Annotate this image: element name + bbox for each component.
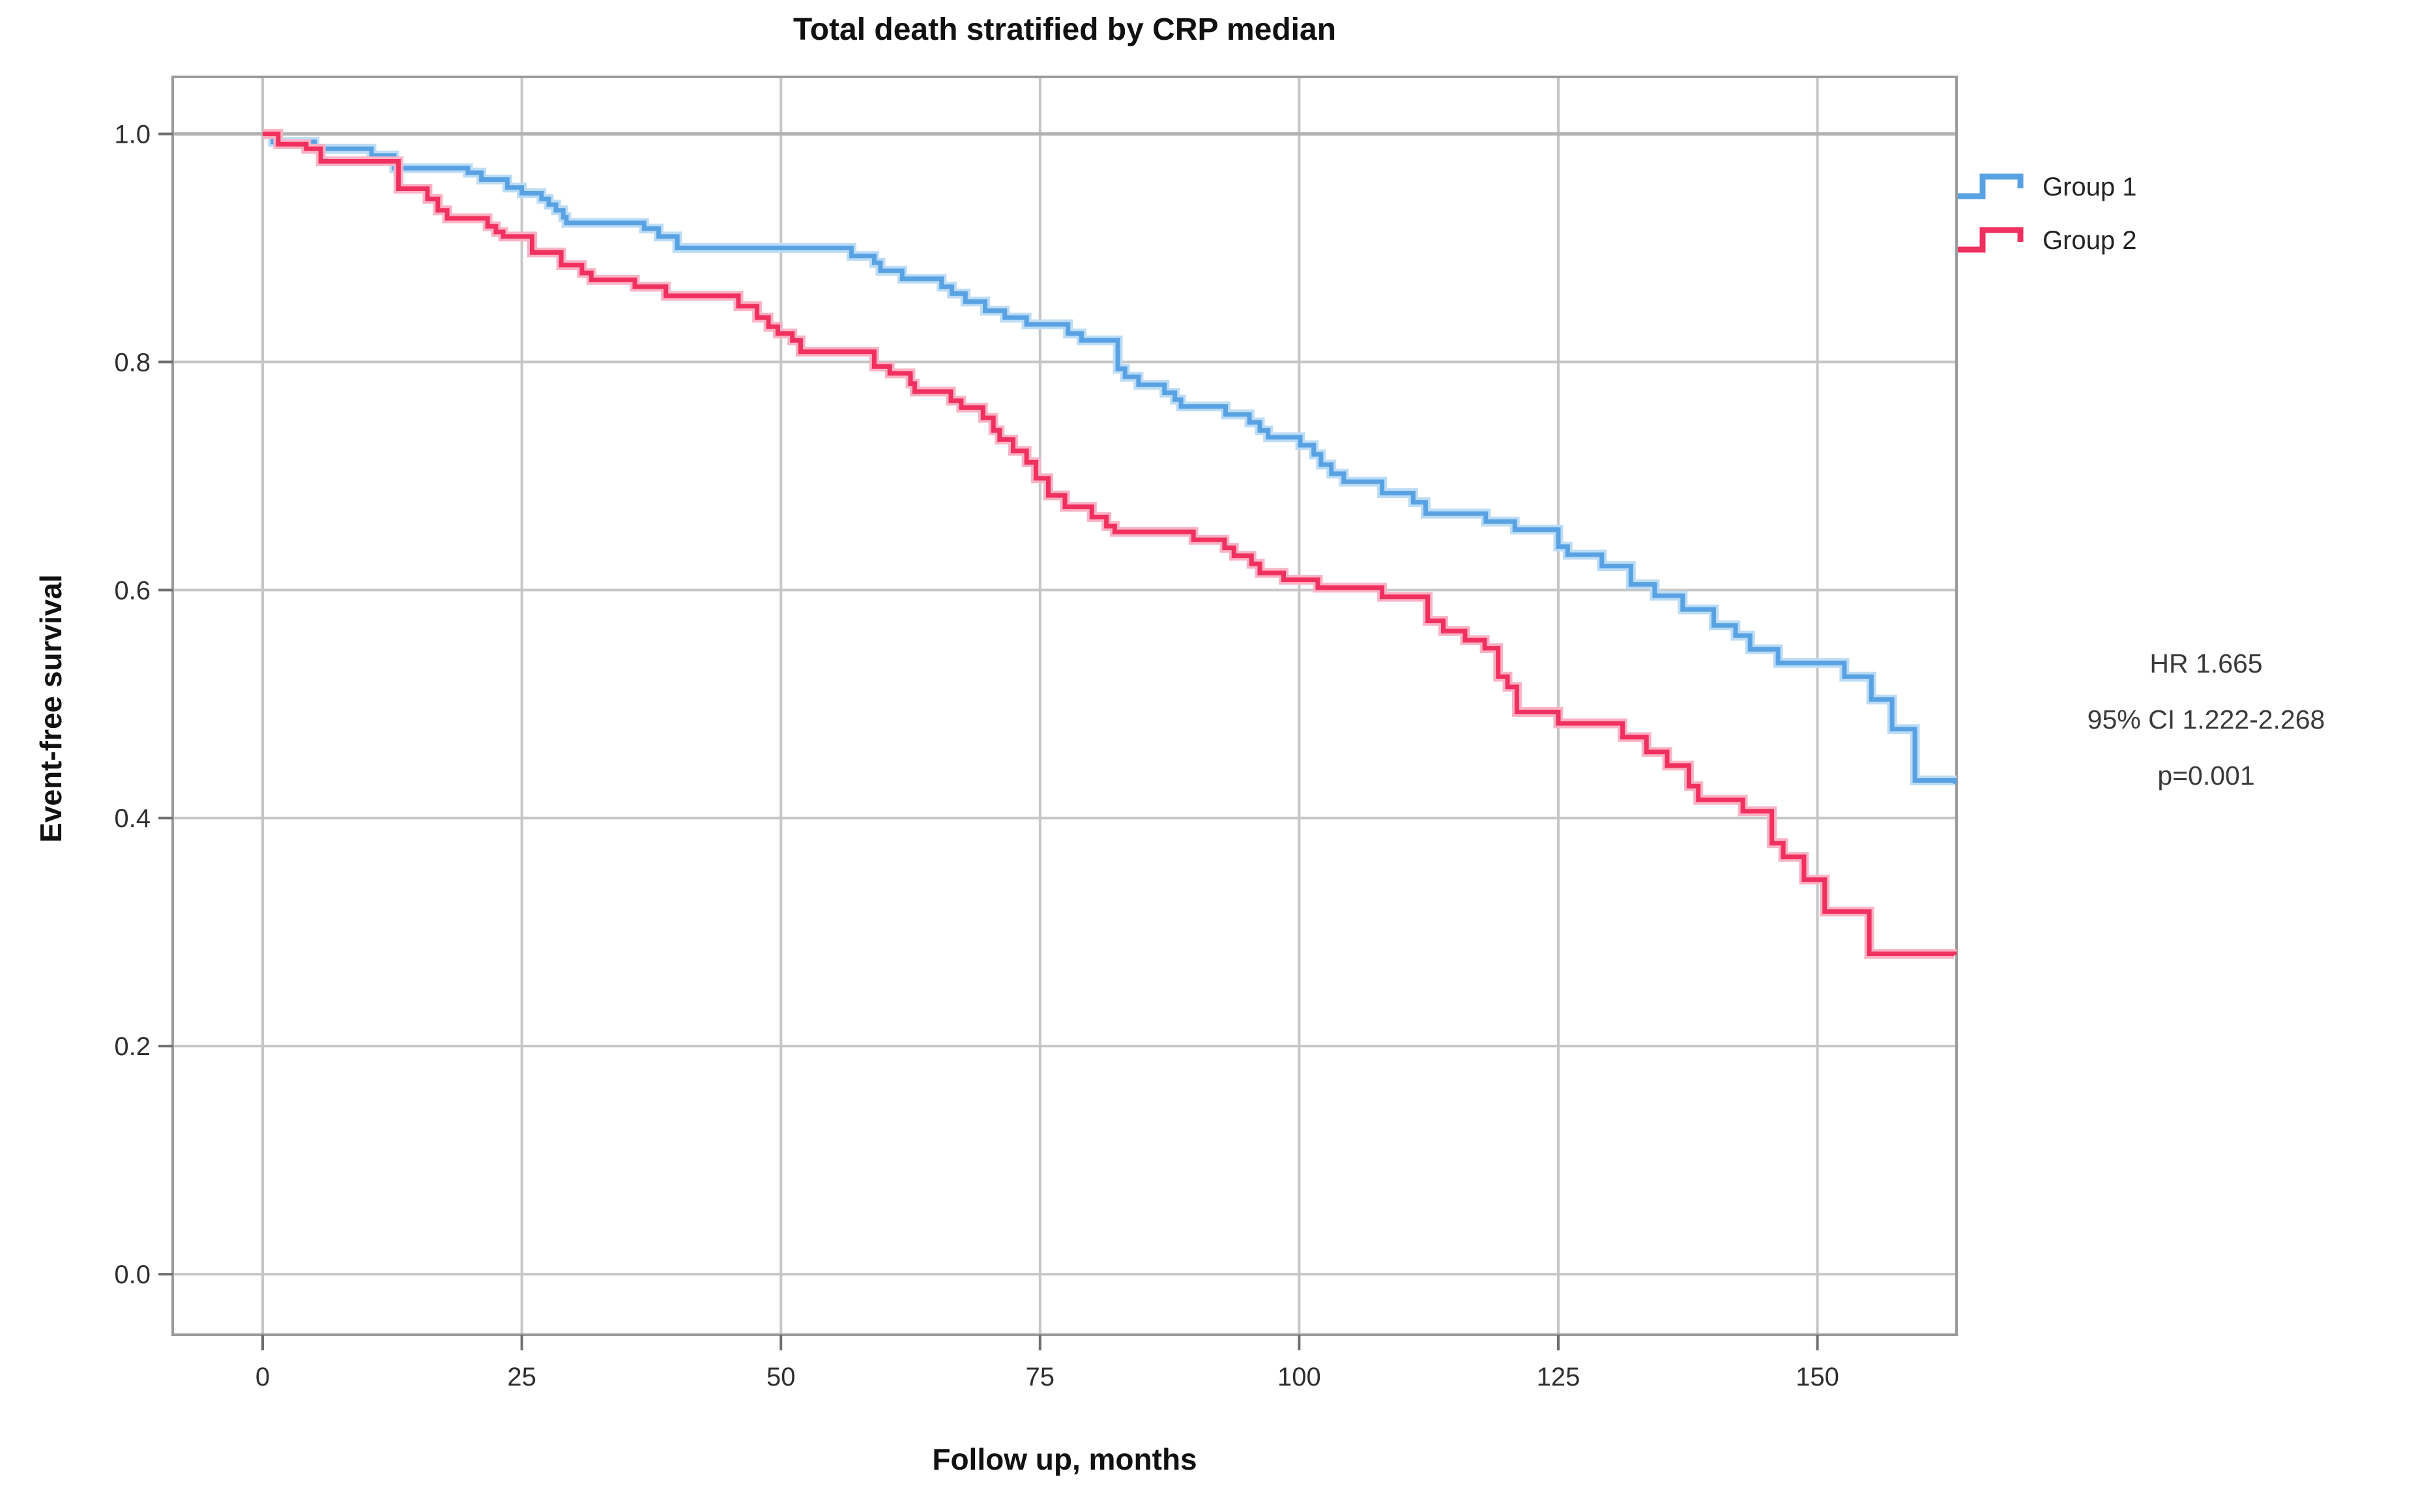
legend-item-group2: Group 2 <box>1955 214 2137 267</box>
xtick-label-25: 25 <box>507 1363 536 1391</box>
xtick-label-75: 75 <box>1026 1363 1055 1391</box>
ytick-label-0.2: 0.2 <box>114 1032 151 1061</box>
p-value: p=0.001 <box>2157 761 2255 791</box>
hr-value: HR 1.665 <box>2149 648 2263 678</box>
legend-label-group1: Group 1 <box>2043 172 2137 201</box>
curve-halo-group-2 <box>263 129 1957 959</box>
chart-title: Total death stratified by CRP median <box>793 12 1337 47</box>
ci-value: 95% CI 1.222-2.268 <box>2087 705 2325 734</box>
legend-item-group1: Group 1 <box>1955 160 2137 214</box>
y-axis-title: Event-free survival <box>34 574 68 843</box>
xtick-label-100: 100 <box>1277 1363 1321 1391</box>
xtick-label-125: 125 <box>1537 1363 1580 1391</box>
ytick-label-0.0: 0.0 <box>114 1260 151 1289</box>
curve-halo-group-1 <box>263 129 1957 785</box>
x-axis-title: Follow up, months <box>932 1442 1197 1476</box>
group1-step-line-icon <box>1958 173 2024 199</box>
ytick-label-0.6: 0.6 <box>114 576 151 605</box>
xtick-label-50: 50 <box>766 1363 796 1391</box>
curve-group-2 <box>263 132 1957 956</box>
stats-annotation: HR 1.665 95% CI 1.222-2.268 p=0.001 <box>2004 635 2408 804</box>
xtick-label-150: 150 <box>1796 1363 1839 1391</box>
group2-step-line-icon <box>1958 227 2024 253</box>
xtick-label-0: 0 <box>255 1363 270 1391</box>
ytick-label-0.8: 0.8 <box>114 348 151 377</box>
legend-label-group2: Group 2 <box>2043 225 2137 255</box>
ytick-label-1.0: 1.0 <box>114 120 151 149</box>
ytick-label-0.4: 0.4 <box>114 804 151 833</box>
plot-frame <box>171 76 1958 1336</box>
curve-group-1 <box>263 132 1957 784</box>
legend: Group 1 Group 2 <box>1955 160 2137 267</box>
